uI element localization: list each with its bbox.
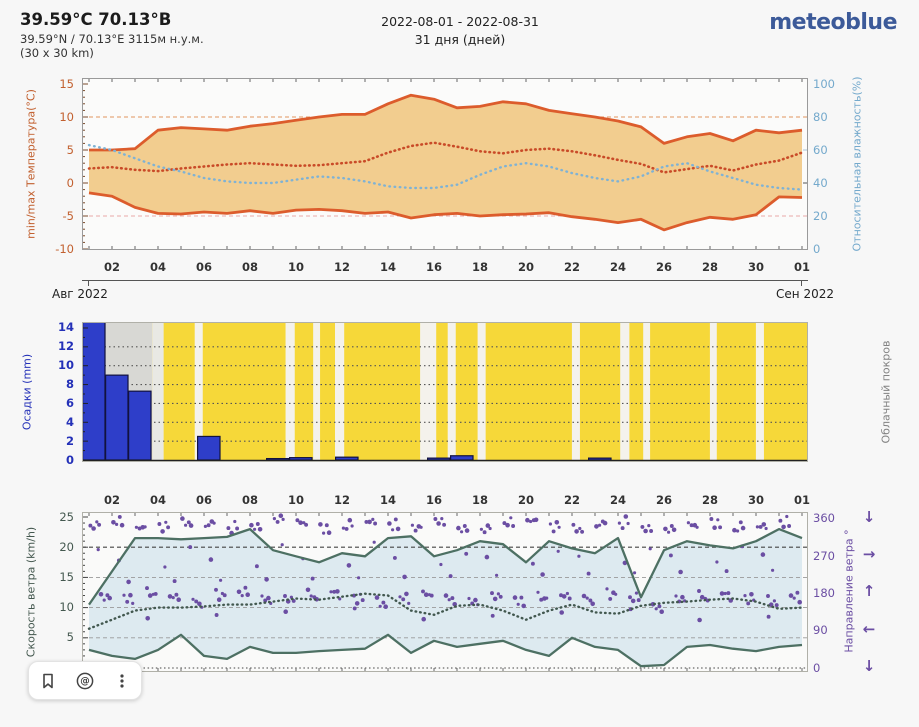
temperature-axis-title: min/max Температура(°C) — [24, 89, 38, 239]
precipitation-axis-title: Осадки (mm) — [20, 353, 34, 431]
day-tick-label: 10 — [287, 493, 304, 507]
day-tick-label: 01 — [793, 260, 810, 274]
day-tick-label: 16 — [425, 493, 442, 507]
day-tick-label: 12 — [333, 493, 350, 507]
winddir-ytick-label: 90 — [813, 623, 828, 638]
day-tick-label: 28 — [701, 260, 718, 274]
month-start-tick — [88, 281, 89, 286]
day-tick-label: 24 — [609, 493, 626, 507]
humidity-axis-title: Относительная влажность(%) — [850, 76, 864, 252]
precip-ytick-label: 6 — [65, 395, 74, 410]
temp-ytick-label: 5 — [66, 142, 74, 157]
windspeed-ytick-label: 15 — [59, 569, 74, 584]
temp-ytick-label: -10 — [55, 241, 74, 256]
winddir-ytick-label: 0 — [813, 660, 821, 675]
day-tick-label: 14 — [379, 260, 396, 274]
humidity-ytick-label: 100 — [813, 76, 835, 91]
date-range-block: 2022-08-01 - 2022-08-31 31 дня (дней) — [280, 14, 640, 47]
winddirection-axis-title: Направление ветра ° — [842, 529, 856, 653]
humidity-ytick-label: 20 — [813, 208, 828, 223]
precip-ytick-label: 4 — [65, 414, 74, 429]
day-tick-label: 02 — [103, 493, 120, 507]
day-tick-label: 20 — [517, 493, 534, 507]
precip-ytick-label: 14 — [57, 320, 74, 335]
winddir-ytick-label: 360 — [813, 511, 835, 526]
cloudcover-axis-title: Облачный покров — [879, 340, 893, 444]
day-tick-label: 04 — [149, 260, 166, 274]
day-tick-label: 08 — [241, 493, 258, 507]
precip-ytick-label: 2 — [65, 433, 74, 448]
page-title: 39.59°С 70.13°В — [20, 10, 172, 29]
floating-toolbar: @ — [28, 661, 142, 700]
at-circle-icon: @ — [76, 672, 94, 689]
day-tick-label: 26 — [655, 493, 672, 507]
month-label-right: Сен 2022 — [776, 287, 834, 301]
meteoblue-logo: meteoblue — [769, 10, 897, 35]
wind-direction-arrow-icon: ↓ — [862, 657, 876, 675]
wind-direction-arrow-icon: ↑ — [862, 582, 876, 600]
duration: 31 дня (дней) — [414, 32, 506, 47]
day-tick-label: 16 — [425, 260, 442, 274]
windspeed-axis-title: Скорость ветра (km/h) — [24, 526, 38, 658]
windspeed-ytick-label: 25 — [59, 509, 74, 524]
windspeed-ytick-label: 5 — [66, 630, 74, 645]
wind-direction-arrow-icon: ← — [862, 620, 876, 638]
day-tick-label: 10 — [287, 260, 304, 274]
wind-chart — [82, 512, 808, 672]
humidity-ytick-label: 40 — [813, 175, 828, 190]
date-axis-line — [82, 280, 808, 281]
month-label-left: Авг 2022 — [52, 287, 108, 301]
day-tick-label: 01 — [793, 493, 810, 507]
day-tick-label: 24 — [609, 260, 626, 274]
day-tick-label: 12 — [333, 260, 350, 274]
humidity-ytick-label: 60 — [813, 142, 828, 157]
temp-ytick-label: 15 — [59, 76, 74, 91]
day-tick-label: 26 — [655, 260, 672, 274]
day-tick-label: 30 — [747, 260, 764, 274]
day-tick-label: 06 — [195, 260, 212, 274]
day-tick-label: 02 — [103, 260, 120, 274]
day-tick-label: 22 — [563, 493, 580, 507]
bookmark-button[interactable] — [31, 664, 65, 697]
windspeed-ytick-label: 10 — [59, 600, 74, 615]
temperature-humidity-chart — [82, 78, 808, 250]
temp-ytick-label: -5 — [62, 208, 74, 223]
day-tick-label: 18 — [471, 493, 488, 507]
day-tick-label: 08 — [241, 260, 258, 274]
coordinates-altitude: 39.59°N / 70.13°E 3115м н.у.м. — [20, 32, 204, 46]
month-start-tick — [801, 281, 802, 286]
humidity-ytick-label: 80 — [813, 109, 828, 124]
precip-ytick-label: 12 — [57, 339, 74, 354]
winddir-ytick-label: 180 — [813, 585, 835, 600]
bookmark-icon — [42, 673, 53, 688]
precip-ytick-label: 0 — [65, 452, 74, 467]
svg-text:@: @ — [80, 676, 90, 687]
more-options-button[interactable] — [105, 664, 139, 697]
temp-ytick-label: 10 — [59, 109, 74, 124]
wind-direction-arrow-icon: ↓ — [862, 508, 876, 526]
grid-resolution: (30 x 30 km) — [20, 46, 94, 60]
humidity-ytick-label: 0 — [813, 241, 821, 256]
at-mention-button[interactable]: @ — [68, 664, 102, 697]
windspeed-ytick-label: 20 — [59, 539, 74, 554]
day-tick-label: 22 — [563, 260, 580, 274]
precip-ytick-label: 10 — [57, 358, 74, 373]
day-tick-label: 20 — [517, 260, 534, 274]
wind-direction-arrow-icon: → — [862, 545, 876, 563]
precip-ytick-label: 8 — [65, 377, 74, 392]
day-tick-label: 18 — [471, 260, 488, 274]
date-range: 2022-08-01 - 2022-08-31 — [381, 14, 539, 29]
day-tick-label: 30 — [747, 493, 764, 507]
day-tick-label: 06 — [195, 493, 212, 507]
day-tick-label: 14 — [379, 493, 396, 507]
winddir-ytick-label: 270 — [813, 548, 835, 563]
day-tick-label: 04 — [149, 493, 166, 507]
precipitation-cloudcover-chart — [82, 322, 808, 462]
temp-ytick-label: 0 — [66, 175, 74, 190]
vertical-dots-icon — [120, 673, 124, 688]
day-tick-label: 28 — [701, 493, 718, 507]
